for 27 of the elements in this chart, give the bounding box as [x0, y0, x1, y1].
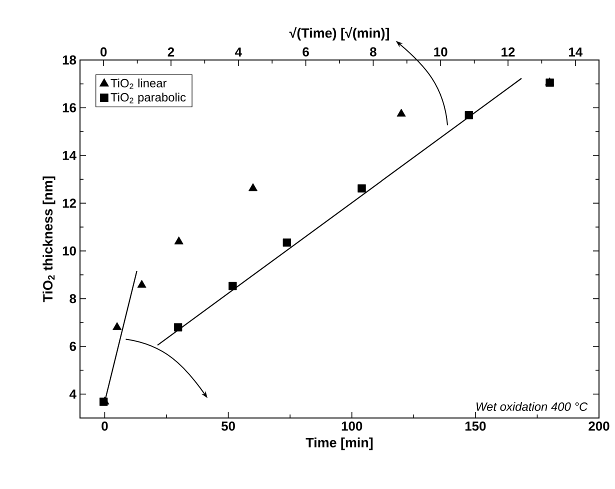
x-tick-label: 100	[342, 422, 362, 431]
y-tick-label: 4	[69, 390, 76, 399]
x2-axis-title: √(Time) [√(min)]	[289, 27, 389, 40]
legend-label: TiO$_{2}$ linear	[110, 78, 167, 90]
x2-tick-label: 14	[569, 48, 583, 56]
y-tick-label: 8	[70, 294, 76, 304]
x2-tick-label: 8	[370, 47, 376, 56]
x-tick-label: 200	[588, 422, 610, 431]
x2-tick-label: 6	[302, 47, 309, 56]
annotation: Wet oxidation 400 °C	[476, 402, 588, 411]
x2-tick-label: 2	[168, 47, 174, 56]
y-axis-title: TiO$_{2}$ thickness [nm]	[42, 176, 56, 302]
x2-tick-label: 12	[502, 47, 515, 56]
y-tick-label: 12	[62, 198, 76, 208]
x-tick-label: 0	[102, 422, 108, 431]
y-tick-label: 16	[62, 103, 76, 112]
y-tick-label: 10	[62, 246, 76, 256]
x2-tick-label: 0	[100, 47, 107, 56]
x2-tick-label: 10	[434, 47, 448, 56]
y-tick-label: 18	[62, 55, 76, 65]
x-axis-title: Time [min]	[306, 438, 373, 450]
legend-label: TiO$_{2}$ parabolic	[110, 92, 186, 104]
y-tick-label: 14	[62, 151, 76, 160]
x2-tick-label: 4	[235, 48, 242, 56]
x-tick-label: 50	[221, 422, 235, 431]
y-tick-label: 6	[70, 342, 76, 351]
x-tick-label: 150	[465, 422, 486, 431]
